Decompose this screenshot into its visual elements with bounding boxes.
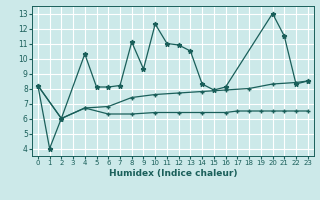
X-axis label: Humidex (Indice chaleur): Humidex (Indice chaleur) xyxy=(108,169,237,178)
